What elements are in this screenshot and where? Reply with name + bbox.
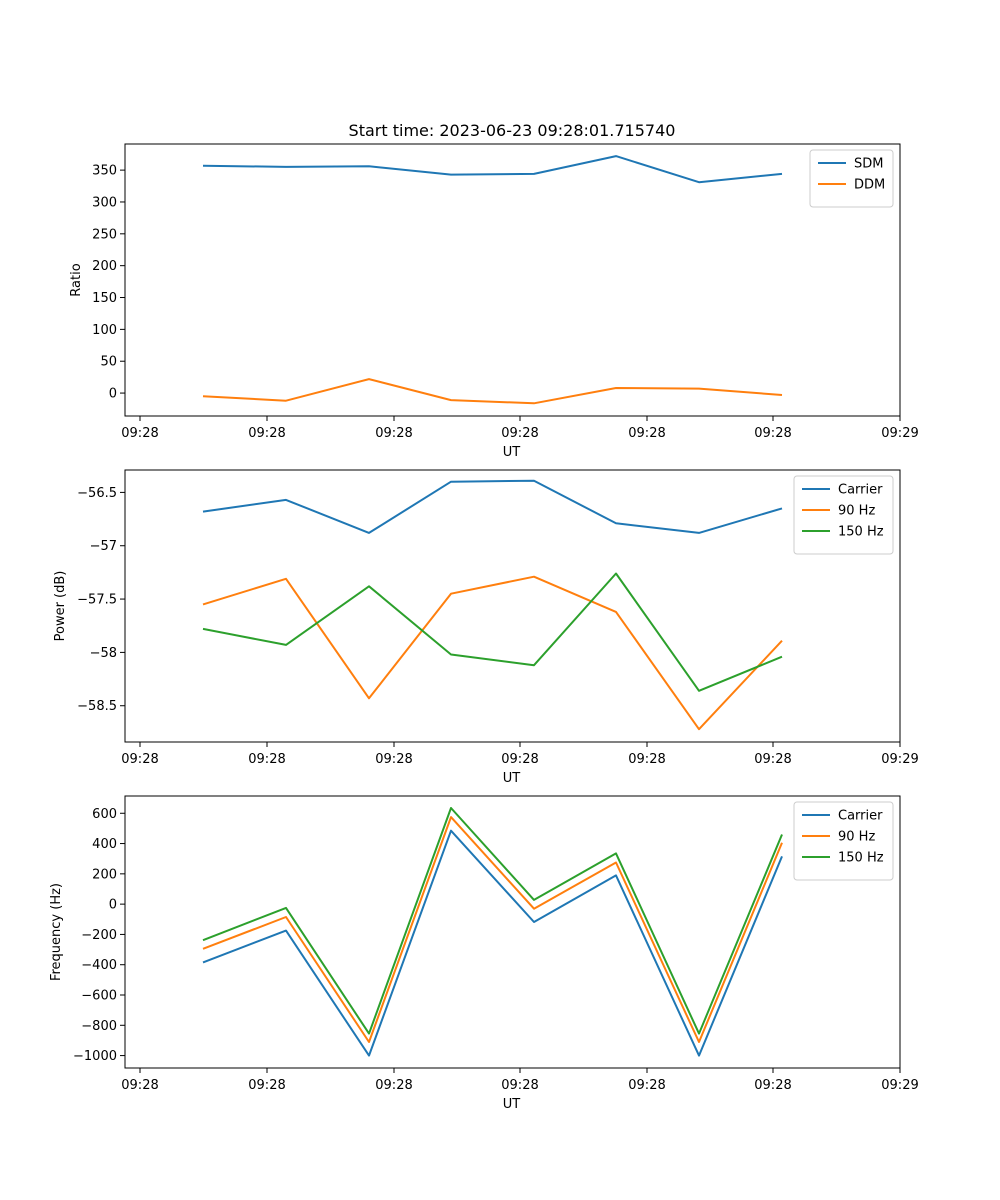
x-tick-label: 09:29 [881, 752, 918, 767]
legend-label: 90 Hz [838, 504, 875, 519]
series-line-150-hz [202, 572, 783, 692]
power-panel: −56.5 −57 −57.5 −58 −58.5 09:28 09:28 09:28 09:2… [53, 469, 919, 786]
x-tick-label: 09:28 [628, 752, 665, 767]
y-tick-label: −800 [81, 1019, 117, 1034]
x-tick-label: 09:29 [881, 426, 918, 441]
x-axis-label: UT [503, 445, 521, 460]
legend-label: SDM [854, 157, 883, 172]
y-tick-label: 150 [92, 291, 117, 306]
y-tick-label: 0 [109, 898, 117, 913]
axes-frame [124, 469, 901, 743]
y-tick-label: 400 [92, 837, 117, 852]
series-line-carrier [202, 479, 783, 534]
y-tick-label: −58.5 [77, 699, 117, 714]
legend-box [809, 149, 894, 208]
axes-frame [124, 795, 901, 1069]
x-tick-label: 09:28 [754, 752, 791, 767]
y-tick-label: 200 [92, 867, 117, 882]
figure-title: Start time: 2023-06-23 09:28:01.715740 [349, 121, 676, 140]
x-tick-label: 09:28 [248, 1078, 285, 1093]
y-tick-label: −56.5 [77, 486, 117, 501]
x-tick-label: 09:28 [121, 426, 158, 441]
legend-box [793, 801, 894, 881]
x-tick-label: 09:28 [628, 1078, 665, 1093]
x-tick-label: 09:28 [248, 426, 285, 441]
y-tick-label: −400 [81, 958, 117, 973]
legend-label: 90 Hz [838, 830, 875, 845]
x-tick-label: 09:28 [754, 426, 791, 441]
x-tick-label: 09:28 [248, 752, 285, 767]
series-line-sdm [202, 155, 783, 184]
y-tick-label: 50 [100, 355, 117, 370]
y-tick-label: −58 [90, 646, 117, 661]
series-line-90-hz [202, 816, 783, 1043]
axes-frame [124, 143, 901, 417]
y-tick-label: −57 [90, 539, 117, 554]
x-tick-label: 09:28 [501, 426, 538, 441]
y-tick-label: −600 [81, 989, 117, 1004]
x-tick-label: 09:28 [375, 1078, 412, 1093]
x-tick-label: 09:28 [628, 426, 665, 441]
series-line-carrier [202, 829, 783, 1057]
y-axis-label: Frequency (Hz) [49, 883, 64, 981]
x-tick-label: 09:28 [375, 752, 412, 767]
x-tick-label: 09:28 [375, 426, 412, 441]
series-line-ddm [202, 378, 783, 405]
ratio-panel: 0 50 100 150 200 250 300 350 09:28 09:28 09:28 09:2… [69, 143, 919, 460]
series-line-150-hz [202, 807, 783, 1035]
x-tick-label: 09:28 [121, 752, 158, 767]
y-axis-label: Ratio [69, 263, 84, 296]
y-tick-label: 0 [109, 387, 117, 402]
y-tick-label: −1000 [73, 1049, 117, 1064]
series-line-90-hz [202, 575, 783, 731]
x-axis-label: UT [503, 771, 521, 786]
x-tick-label: 09:28 [121, 1078, 158, 1093]
y-tick-label: −200 [81, 928, 117, 943]
x-tick-label: 09:28 [501, 1078, 538, 1093]
x-tick-label: 09:28 [754, 1078, 791, 1093]
y-axis-label: Power (dB) [53, 571, 68, 642]
y-tick-label: 300 [92, 195, 117, 210]
legend-label: 150 Hz [838, 525, 884, 540]
y-tick-label: 250 [92, 227, 117, 242]
frequency-panel: 600 400 200 0 −200 −400 −600 −800 −1000 09:28 09:2… [49, 795, 919, 1112]
legend-label: 150 Hz [838, 851, 884, 866]
legend-label: Carrier [838, 483, 883, 498]
legend-label: Carrier [838, 809, 883, 824]
y-tick-label: 600 [92, 807, 117, 822]
legend-label: DDM [854, 178, 885, 193]
y-tick-label: 100 [92, 323, 117, 338]
x-tick-label: 09:29 [881, 1078, 918, 1093]
x-axis-label: UT [503, 1097, 521, 1112]
legend-box [793, 475, 894, 555]
x-tick-label: 09:28 [501, 752, 538, 767]
y-tick-label: 200 [92, 259, 117, 274]
y-tick-label: 350 [92, 164, 117, 179]
y-tick-label: −57.5 [77, 593, 117, 608]
